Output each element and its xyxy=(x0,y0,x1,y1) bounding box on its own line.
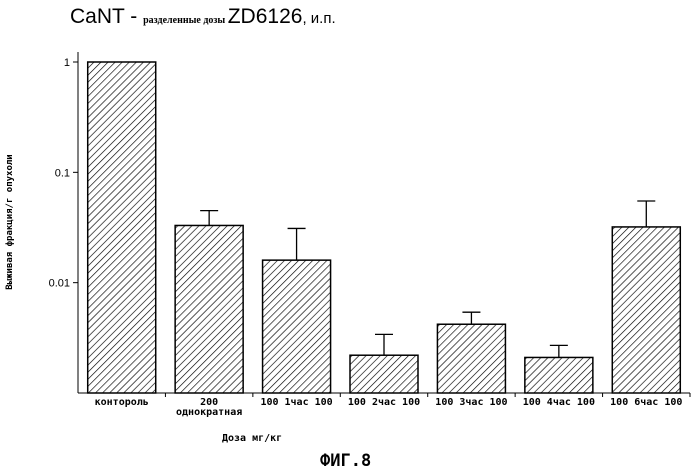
bar xyxy=(175,225,243,393)
y-tick-label: 0.1 xyxy=(55,167,70,179)
category-label: 100 1час 100 xyxy=(260,397,332,408)
y-tick-label: 0.01 xyxy=(49,278,70,290)
category-label: 100 4час 100 xyxy=(523,397,595,408)
bar xyxy=(525,357,593,393)
y-tick-label: 1 xyxy=(64,57,70,69)
category-label: контороль xyxy=(95,397,149,408)
bar xyxy=(263,260,331,393)
bar xyxy=(612,227,680,393)
x-axis-label: Доза мг/кг xyxy=(222,433,282,444)
category-label: 100 6час 100 xyxy=(610,397,682,408)
figure-label: ФИГ.8 xyxy=(320,451,371,471)
y-axis-label: Выживая фракция/г опухоли xyxy=(5,154,15,289)
category-label: 100 2час 100 xyxy=(348,397,420,408)
bar xyxy=(350,355,418,393)
bar xyxy=(88,62,156,393)
bar xyxy=(437,324,505,393)
chart-title: CaNT - разделенные дозы ZD6126, и.п. xyxy=(70,5,336,28)
category-label: однократная xyxy=(176,407,242,418)
category-label: 100 3час 100 xyxy=(435,397,507,408)
